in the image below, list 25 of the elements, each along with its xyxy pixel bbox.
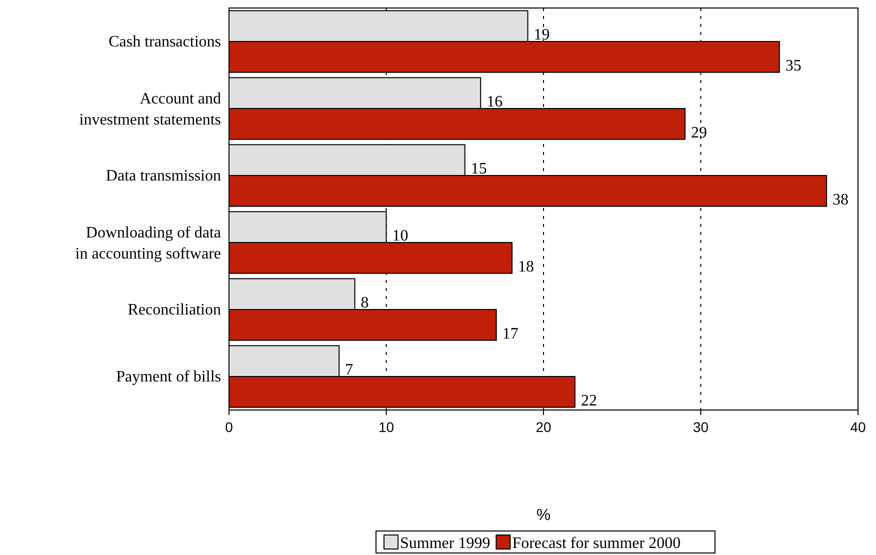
data-label: 18 [518,258,534,276]
data-label: 10 [392,228,408,244]
data-label: 17 [502,325,518,342]
data-label: 15 [470,160,487,178]
x-tick-label: 40 [850,419,866,435]
x-tick-label: 20 [536,419,552,435]
data-label: 38 [832,191,849,208]
y-tick-label: Downloading of data in accounting software [75,224,221,262]
y-tick-label: Cash transactions [108,34,221,50]
data-label: 7 [345,362,354,378]
data-label: 29 [691,124,708,142]
y-tick-label: Reconciliation [128,302,221,318]
data-label: 35 [785,57,802,74]
y-tick-label: Account and investment statements [79,90,221,128]
x-tick-label: 10 [378,419,394,435]
x-axis-title: % [536,507,551,524]
y-tick-label: Payment of bills [116,368,221,386]
legend-label: Forecast for summer 2000 [512,535,681,552]
x-tick-label: 0 [225,419,234,435]
x-tick-label: 30 [692,419,709,435]
data-label: 16 [486,94,503,110]
legend-label: Summer 1999 [400,535,490,552]
data-label: 22 [580,392,597,410]
y-tick-label: Data transmission [106,168,221,184]
data-label: 8 [360,294,369,312]
